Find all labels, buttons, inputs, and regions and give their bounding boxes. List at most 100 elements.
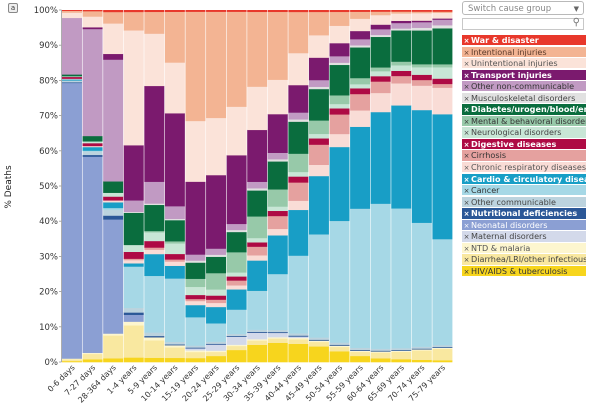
remove-icon[interactable]: × [463, 256, 470, 265]
bar-segment[interactable] [185, 298, 206, 302]
bar-segment[interactable] [432, 346, 453, 348]
bar-segment[interactable] [411, 109, 432, 223]
bar-segment[interactable] [144, 335, 165, 338]
bar-segment[interactable] [82, 141, 103, 144]
bar-segment[interactable] [226, 336, 247, 345]
bar-segment[interactable] [432, 11, 453, 13]
bar-segment[interactable] [350, 88, 371, 95]
remove-icon[interactable]: × [463, 198, 470, 207]
bar-segment[interactable] [308, 86, 329, 90]
bar-segment[interactable] [62, 74, 82, 77]
bar-segment[interactable] [288, 112, 309, 120]
bar-segment[interactable] [144, 357, 165, 363]
bar-segment[interactable] [206, 256, 227, 274]
bar-segment[interactable] [62, 76, 82, 79]
bar-segment[interactable] [411, 349, 432, 351]
bar-segment[interactable] [103, 196, 124, 201]
bar-segment[interactable] [62, 359, 82, 362]
bar-segment[interactable] [164, 220, 185, 242]
bar-segment[interactable] [308, 35, 329, 58]
bar-segment[interactable] [391, 28, 412, 31]
bar-segment[interactable] [391, 10, 412, 12]
bar-segment[interactable] [185, 348, 206, 351]
bar-segment[interactable] [370, 203, 391, 349]
bar-segment[interactable] [82, 156, 103, 354]
legend-item[interactable]: × Transport injuries [462, 69, 586, 80]
bar-segment[interactable] [370, 10, 391, 12]
bar-segment[interactable] [164, 113, 185, 207]
bar-segment[interactable] [164, 11, 185, 63]
bar-segment[interactable] [144, 275, 165, 333]
bar-segment[interactable] [226, 155, 247, 225]
bar-segment[interactable] [62, 79, 82, 81]
bar-segment[interactable] [329, 10, 350, 13]
remove-icon[interactable]: × [463, 71, 470, 80]
bar-segment[interactable] [308, 175, 329, 235]
bar-segment[interactable] [62, 12, 82, 19]
bar-segment[interactable] [432, 78, 453, 85]
bar-segment[interactable] [82, 16, 103, 28]
legend-item[interactable]: × HIV/AIDS & tuberculosis [462, 265, 586, 277]
bar-segment[interactable] [411, 64, 432, 68]
bar-segment[interactable] [247, 246, 268, 256]
bar-segment[interactable] [144, 11, 165, 34]
bar-segment[interactable] [432, 347, 453, 350]
legend-item[interactable]: × NTD & malaria [462, 242, 586, 254]
bar-segment[interactable] [350, 355, 371, 363]
legend-item[interactable]: × Other communicable [462, 196, 586, 207]
bar-segment[interactable] [62, 76, 82, 78]
bar-segment[interactable] [247, 181, 268, 189]
legend-item[interactable]: × Mental & behavioral disorders [462, 115, 586, 127]
bar-segment[interactable] [350, 10, 371, 12]
remove-icon[interactable]: × [463, 37, 470, 45]
bar-segment[interactable] [226, 11, 247, 107]
bar-segment[interactable] [267, 189, 288, 207]
bar-segment[interactable] [370, 36, 391, 68]
bar-segment[interactable] [226, 231, 247, 253]
bar-segment[interactable] [267, 215, 288, 230]
bar-segment[interactable] [350, 349, 371, 351]
bar-segment[interactable] [247, 329, 268, 333]
bar-segment[interactable] [411, 10, 432, 12]
bar-segment[interactable] [164, 206, 185, 220]
bar-segment[interactable] [329, 346, 350, 352]
bar-segment[interactable] [103, 11, 124, 24]
bar-segment[interactable] [432, 360, 453, 363]
bar-segment[interactable] [411, 348, 432, 350]
bar-segment[interactable] [144, 85, 165, 182]
bar-segment[interactable] [247, 255, 268, 261]
bar-segment[interactable] [164, 241, 185, 244]
legend-item[interactable]: × Cirrhosis [462, 150, 586, 161]
remove-icon[interactable]: × [463, 83, 470, 92]
bar-segment[interactable] [432, 28, 453, 65]
bar-segment[interactable] [185, 262, 206, 279]
bar-segment[interactable] [144, 340, 165, 358]
bar-segment[interactable] [123, 259, 144, 264]
bar-segment[interactable] [164, 259, 185, 262]
bar-segment[interactable] [62, 10, 82, 13]
bar-segment[interactable] [164, 62, 185, 114]
bar-segment[interactable] [164, 243, 185, 255]
bar-segment[interactable] [288, 339, 309, 345]
bar-segment[interactable] [226, 285, 247, 290]
bar-segment[interactable] [350, 77, 371, 85]
bar-segment[interactable] [226, 289, 247, 310]
remove-icon[interactable]: × [463, 164, 470, 173]
bar-segment[interactable] [123, 263, 144, 267]
legend-item[interactable]: ×Cardio & circulatory diseases [462, 173, 586, 184]
bar-segment[interactable] [411, 350, 432, 361]
bar-segment[interactable] [288, 255, 309, 334]
bar-segment[interactable] [391, 359, 412, 363]
bar-segment[interactable] [62, 17, 82, 75]
bar-segment[interactable] [206, 117, 227, 176]
bar-segment[interactable] [370, 350, 391, 352]
remove-icon[interactable]: × [463, 221, 470, 230]
bar-segment[interactable] [308, 88, 329, 121]
legend-item[interactable]: × Neurological disorders [462, 127, 586, 138]
bar-segment[interactable] [185, 317, 206, 346]
bar-segment[interactable] [247, 237, 268, 243]
bar-segment[interactable] [103, 200, 124, 203]
bar-segment[interactable] [288, 209, 309, 256]
bar-segment[interactable] [185, 294, 206, 300]
bar-segment[interactable] [144, 203, 165, 206]
